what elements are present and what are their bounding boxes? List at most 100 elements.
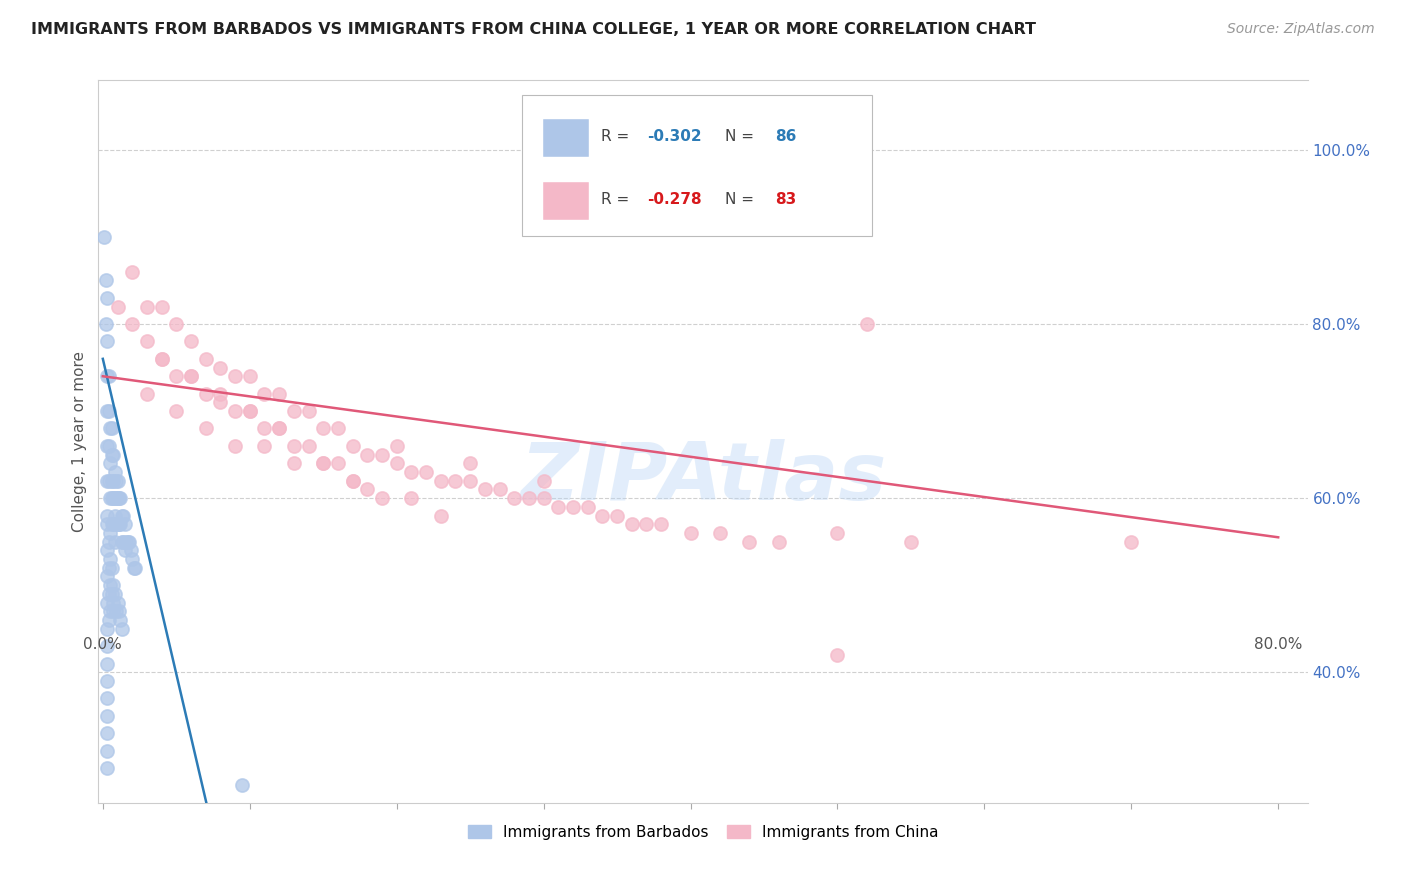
Point [100, 491, 122, 505]
Point [103, 534, 125, 549]
Point [115, 534, 138, 549]
Point [96, 761, 118, 775]
Point [180, 369, 202, 384]
Point [209, 395, 232, 409]
Point [165, 317, 187, 331]
Point [100, 517, 122, 532]
Point [533, 474, 555, 488]
Point [107, 491, 129, 505]
Text: 0.0%: 0.0% [83, 637, 122, 652]
Point [768, 534, 790, 549]
Point [118, 534, 141, 549]
Text: IMMIGRANTS FROM BARBADOS VS IMMIGRANTS FROM CHINA COLLEGE, 1 YEAR OR MORE CORREL: IMMIGRANTS FROM BARBADOS VS IMMIGRANTS F… [31, 22, 1036, 37]
Point [98, 578, 121, 592]
Point [107, 596, 129, 610]
Point [121, 552, 143, 566]
Text: R =: R = [602, 129, 634, 145]
Point [297, 439, 319, 453]
Point [326, 421, 349, 435]
Point [371, 491, 394, 505]
Point [111, 508, 134, 523]
Point [533, 491, 555, 505]
Point [100, 474, 122, 488]
Point [122, 561, 145, 575]
Point [312, 421, 335, 435]
Point [209, 360, 232, 375]
Point [253, 439, 276, 453]
Point [606, 508, 628, 523]
Point [96, 404, 118, 418]
Point [96, 743, 118, 757]
Point [101, 604, 124, 618]
Point [429, 474, 451, 488]
Point [709, 525, 731, 540]
Point [401, 465, 423, 479]
Point [101, 491, 124, 505]
Y-axis label: College, 1 year or more: College, 1 year or more [72, 351, 87, 532]
Point [110, 517, 132, 532]
Point [356, 483, 378, 497]
Point [827, 648, 849, 662]
Point [231, 778, 253, 792]
Point [103, 491, 125, 505]
Text: N =: N = [724, 129, 759, 145]
Point [474, 483, 496, 497]
Point [111, 622, 134, 636]
Point [738, 534, 761, 549]
Point [180, 334, 202, 349]
Point [96, 691, 118, 706]
Point [547, 500, 569, 514]
Point [108, 491, 131, 505]
Point [269, 386, 291, 401]
Point [96, 543, 118, 558]
Point [117, 534, 139, 549]
Point [385, 439, 408, 453]
Point [209, 386, 232, 401]
Point [97, 587, 120, 601]
Point [112, 508, 135, 523]
Point [101, 578, 124, 592]
Point [371, 448, 394, 462]
Point [114, 517, 136, 532]
Point [488, 483, 510, 497]
FancyBboxPatch shape [543, 120, 589, 157]
Point [96, 596, 118, 610]
Point [385, 456, 408, 470]
Point [194, 351, 217, 366]
Point [97, 404, 120, 418]
Point [94, 317, 117, 331]
Point [253, 386, 276, 401]
Point [98, 552, 121, 566]
Point [98, 525, 121, 540]
Point [103, 587, 125, 601]
Point [105, 517, 128, 532]
Point [97, 439, 120, 453]
Point [1121, 534, 1143, 549]
Point [342, 474, 364, 488]
Point [114, 543, 136, 558]
Text: -0.302: -0.302 [647, 129, 702, 145]
Point [194, 386, 217, 401]
Point [98, 456, 121, 470]
Text: R =: R = [602, 192, 634, 207]
Point [591, 508, 613, 523]
Point [98, 604, 121, 618]
Point [312, 456, 335, 470]
Point [194, 421, 217, 435]
Point [827, 525, 849, 540]
Point [105, 604, 128, 618]
Point [650, 517, 672, 532]
Text: 80.0%: 80.0% [1254, 637, 1302, 652]
Point [96, 474, 118, 488]
Point [96, 622, 118, 636]
Point [253, 421, 276, 435]
Point [165, 369, 187, 384]
Point [283, 439, 305, 453]
Point [636, 517, 658, 532]
Point [283, 456, 305, 470]
Point [100, 561, 122, 575]
Text: N =: N = [724, 192, 759, 207]
Point [96, 708, 118, 723]
Point [224, 404, 246, 418]
Point [96, 334, 118, 349]
